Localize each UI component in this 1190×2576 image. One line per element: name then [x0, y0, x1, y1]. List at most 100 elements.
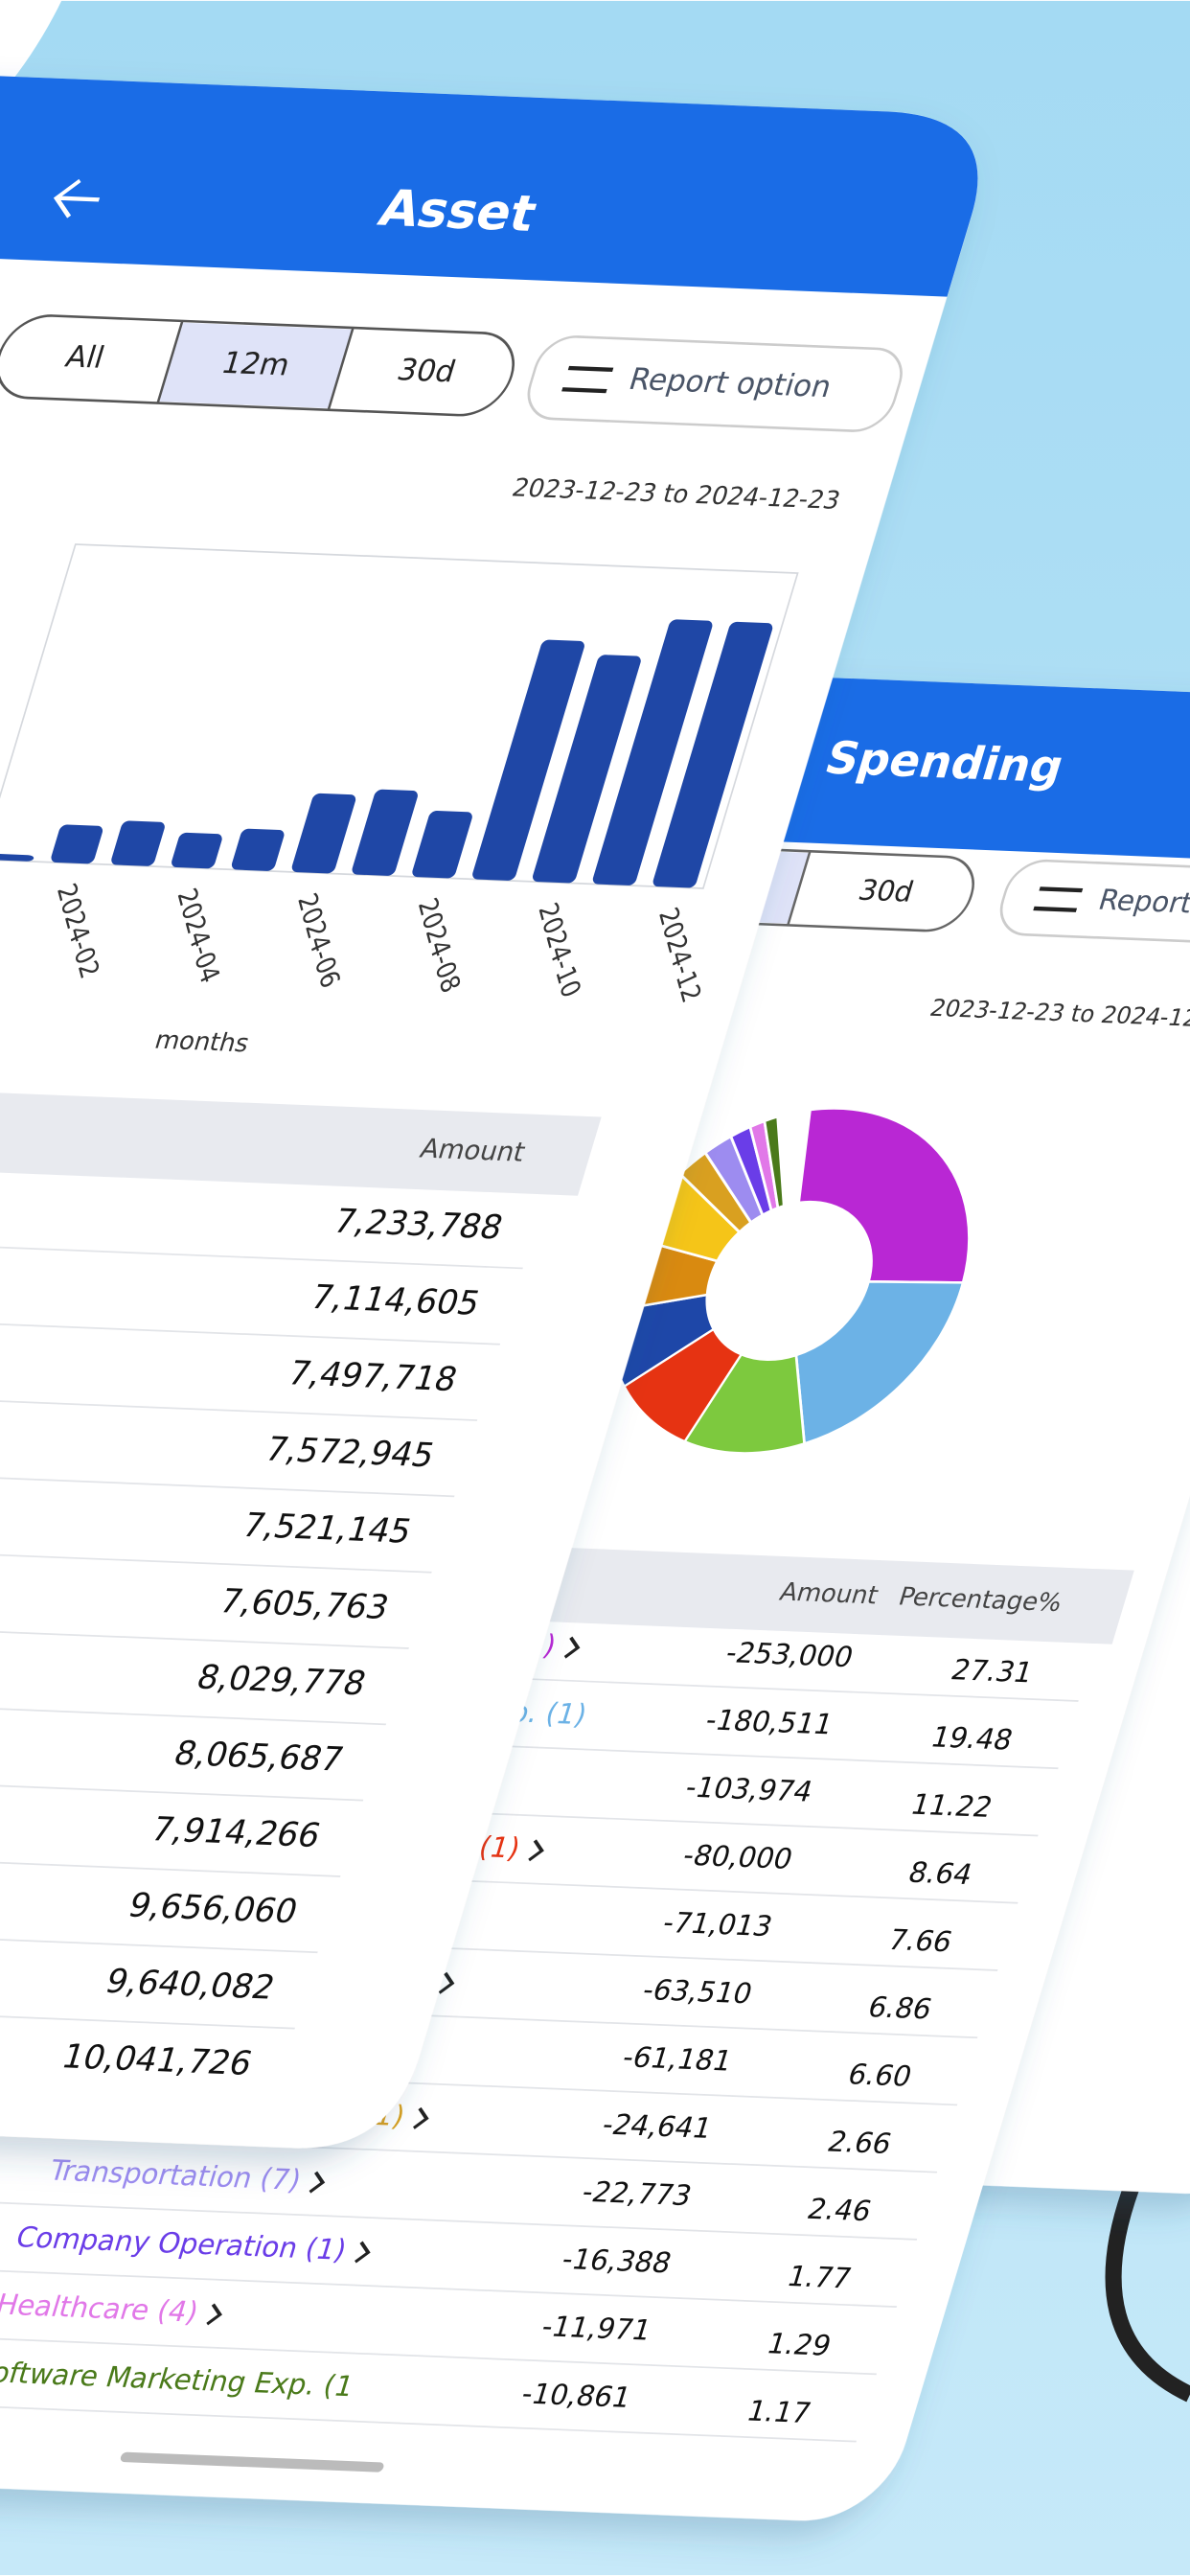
chevron-icon: [206, 2303, 222, 2326]
bar: [172, 832, 222, 869]
row-divider: [0, 2196, 918, 2241]
row-divider: [0, 1595, 409, 1649]
amount: -80,000: [679, 1839, 797, 1876]
chevron-icon: [413, 2106, 429, 2129]
segment-divider: [327, 327, 355, 410]
bar: [533, 655, 641, 884]
filter-option[interactable]: 12m: [217, 346, 294, 382]
amount: 7,497,718: [284, 1354, 462, 1399]
decor-circle: [0, 0, 62, 96]
bar: [231, 828, 285, 871]
chevron-icon: [563, 1636, 581, 1659]
row-divider: [0, 1442, 455, 1498]
amount: 7,114,605: [307, 1278, 485, 1323]
amount: 9,640,082: [101, 1962, 279, 2007]
bar: [291, 793, 356, 874]
percentage: 1.29: [763, 2328, 835, 2363]
percentage: 27.31: [948, 1654, 1038, 1690]
amount: 7,914,266: [147, 1810, 325, 1855]
bar: [652, 621, 773, 888]
x-axis-label: months: [151, 1026, 253, 1058]
row-divider: [0, 1291, 501, 1346]
amount: 8,065,687: [170, 1734, 348, 1779]
bar: [592, 619, 713, 886]
filter-icon: [561, 365, 614, 394]
chevron-icon: [438, 1971, 455, 1994]
column-header: Amount: [417, 1133, 529, 1168]
percentage: 7.66: [884, 1923, 956, 1959]
bar: [352, 789, 418, 876]
row-divider: [0, 2332, 878, 2376]
chevron-icon: [355, 2241, 371, 2264]
amount: -61,181: [618, 2041, 736, 2079]
bar: [472, 639, 584, 881]
amount: 8,029,778: [193, 1658, 371, 1703]
screen-title: Asset: [373, 179, 543, 242]
amount: -180,511: [701, 1704, 836, 1741]
amount: -16,388: [558, 2242, 675, 2280]
row-divider: [0, 1670, 387, 1726]
card: [0, 58, 978, 2149]
row-divider: [0, 1519, 432, 1574]
row-divider: [0, 1974, 295, 2030]
filter-option[interactable]: 30d: [393, 354, 459, 390]
percentage: 2.66: [824, 2126, 896, 2161]
row-divider: [0, 2265, 898, 2309]
segment-selected: [158, 322, 353, 408]
amount: 7,233,788: [329, 1202, 507, 1247]
plot-frame: [0, 543, 799, 889]
amount: -11,971: [538, 2311, 655, 2348]
amount: 7,572,945: [261, 1430, 439, 1475]
bar: [0, 853, 34, 862]
percentage: 19.48: [927, 1721, 1017, 1758]
header-bar: [0, 58, 978, 297]
donut-segment: [797, 1107, 971, 1284]
donut-segment: [763, 1115, 786, 1209]
donut-segment: [794, 1280, 965, 1446]
amount: -103,974: [681, 1771, 816, 1808]
amount: 10,041,726: [57, 2037, 257, 2083]
column-header: Amount: [776, 1578, 881, 1610]
phone-frame: [1105, 2181, 1190, 2403]
report-option-button[interactable]: [520, 335, 909, 432]
column-header: Percentage%: [895, 1583, 1065, 1618]
row-divider: [0, 1746, 364, 1802]
amount: -63,510: [639, 1973, 757, 2011]
percentage: 6.86: [864, 1991, 936, 2027]
amount: -22,773: [578, 2175, 696, 2213]
amount: -24,641: [598, 2108, 716, 2146]
row-divider: [0, 1367, 478, 1421]
amount: 7,605,763: [215, 1582, 393, 1627]
percentage: 8.64: [904, 1856, 976, 1892]
filter-icon: [1033, 886, 1084, 912]
percentage: 1.17: [743, 2395, 814, 2430]
segment-divider: [787, 851, 812, 926]
row-divider: [0, 2399, 857, 2443]
percentage: 6.60: [844, 2058, 916, 2094]
row-divider: [0, 1898, 318, 1954]
back-arrow[interactable]: [51, 178, 104, 218]
home-indicator: [120, 2451, 384, 2472]
amount: -253,000: [721, 1637, 857, 1674]
amount: -71,013: [659, 1906, 777, 1944]
percentage: 2.46: [803, 2193, 875, 2228]
bar: [51, 824, 103, 864]
screen-title: Spending: [819, 732, 1070, 794]
bar: [111, 820, 165, 866]
table-header: [0, 1063, 602, 1196]
percentage: 11.22: [906, 1788, 996, 1825]
category-name[interactable]: Healthcare (4): [0, 2288, 202, 2330]
row-divider: [0, 1823, 341, 1877]
amount: -10,861: [517, 2378, 635, 2415]
filter-option[interactable]: 30d: [855, 874, 918, 908]
amount: 7,521,145: [238, 1506, 416, 1551]
segment-divider: [156, 320, 184, 403]
chevron-icon: [528, 1839, 544, 1862]
report-option-label: Report option: [625, 362, 835, 404]
amount: 9,656,060: [124, 1886, 302, 1931]
percentage: 1.77: [783, 2261, 855, 2296]
bar: [412, 811, 472, 879]
